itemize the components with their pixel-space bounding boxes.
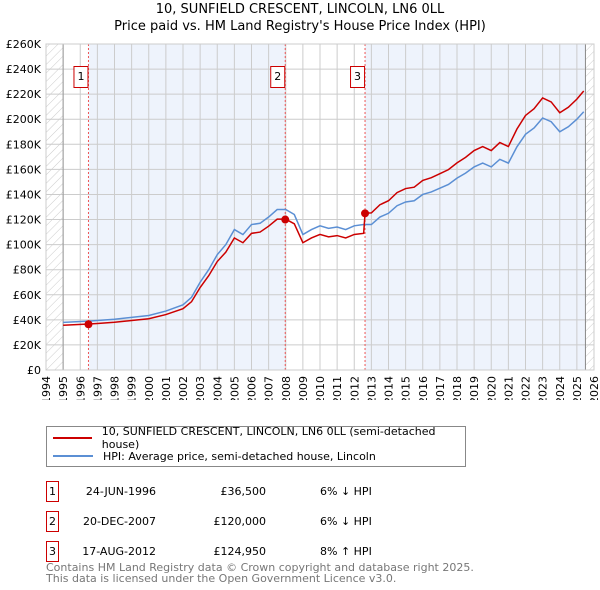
price-chart: 1994 1995 1996 1997 1998 1999 2000 2001 2002 2003…: [6, 38, 600, 400]
sale-label: 2: [274, 70, 281, 83]
sale-point: [281, 215, 290, 224]
x-tick-label: 1994: [40, 376, 53, 400]
sale-point: [84, 320, 93, 329]
x-tick-label: 2017: [434, 376, 447, 400]
x-tick-label: 2015: [400, 376, 413, 400]
y-tick-label: £100K: [6, 239, 42, 252]
x-tick-label: 2006: [246, 376, 259, 400]
x-tick-label: 1997: [91, 376, 104, 400]
no-data-hatch: [585, 44, 594, 370]
footer-licence: This data is licensed under the Open Gov…: [46, 572, 397, 585]
y-tick-label: £80K: [13, 264, 42, 277]
x-tick-label: 2020: [485, 376, 498, 400]
y-tick-label: £160K: [6, 163, 42, 176]
x-tick-label: 2000: [143, 376, 156, 400]
x-tick-label: 1998: [109, 376, 122, 400]
x-tick-label: 2021: [502, 376, 515, 400]
legend-label: 10, SUNFIELD CRESCENT, LINCOLN, LN6 0LL …: [101, 425, 436, 451]
sale-label: 3: [354, 70, 361, 83]
chart-subtitle: Price paid vs. HM Land Registry's House …: [114, 19, 486, 34]
y-tick-label: £0: [27, 364, 41, 377]
sale-label: 1: [77, 70, 84, 83]
sale-label-box: [350, 66, 366, 88]
x-tick-label: 1996: [74, 376, 87, 400]
y-tick-label: £120K: [6, 214, 42, 227]
x-tick-label: 2005: [228, 376, 241, 400]
ownership-period-shade: [365, 44, 586, 370]
legend: 10, SUNFIELD CRESCENT, LINCOLN, LN6 0LL …: [46, 425, 466, 467]
x-tick-label: 2014: [383, 376, 396, 400]
sale-date: 20-DEC-2007: [82, 515, 156, 528]
sale-price: £120,000: [213, 515, 267, 528]
x-tick-label: 2002: [177, 376, 190, 400]
x-tick-label: 2023: [537, 376, 550, 400]
sale-price: £124,950: [213, 545, 267, 558]
sale-date: 17-AUG-2012: [82, 545, 156, 558]
x-tick-label: 2008: [280, 376, 293, 400]
y-tick-label: £60K: [13, 289, 42, 302]
x-tick-label: 2009: [297, 376, 310, 400]
y-tick-label: £20K: [13, 339, 42, 352]
no-data-hatch: [46, 44, 64, 370]
sale-hpi-diff: 6% ↓ HPI: [320, 485, 372, 498]
red-line-swatch: [53, 437, 92, 439]
y-tick-label: £260K: [6, 38, 42, 51]
y-tick-label: £40K: [13, 314, 42, 327]
ownership-period-shade: [88, 44, 286, 370]
x-tick-label: 2007: [263, 376, 276, 400]
sale-point: [361, 209, 370, 218]
x-tick-label: 2013: [365, 376, 378, 400]
x-tick-label: 2010: [314, 376, 327, 400]
blue-line-swatch: [53, 455, 93, 457]
price-paid-line: [63, 90, 585, 326]
x-tick-label: 2019: [468, 376, 481, 400]
x-tick-label: 2018: [451, 376, 464, 400]
x-tick-label: 2003: [194, 376, 207, 400]
x-tick-label: 2012: [348, 376, 361, 400]
sale-price: £36,500: [220, 485, 267, 498]
sale-badge: 1: [46, 481, 59, 502]
sale-label-box: [73, 66, 89, 88]
sale-badge: 3: [46, 541, 59, 562]
y-tick-label: £140K: [6, 188, 42, 201]
x-tick-label: 1995: [57, 376, 70, 400]
sale-hpi-diff: 8% ↑ HPI: [320, 545, 372, 558]
x-tick-label: 2001: [160, 376, 173, 400]
legend-item-property: 10, SUNFIELD CRESCENT, LINCOLN, LN6 0LL …: [53, 425, 465, 451]
y-tick-label: £220K: [6, 88, 42, 101]
y-tick-label: £240K: [6, 63, 42, 76]
footer-copyright: Contains HM Land Registry data © Crown c…: [46, 561, 474, 574]
x-tick-label: 2026: [588, 376, 600, 400]
plot-frame: [45, 43, 595, 371]
legend-label: HPI: Average price, semi-detached house,…: [103, 449, 376, 463]
y-tick-label: £180K: [6, 138, 42, 151]
sale-hpi-diff: 6% ↓ HPI: [320, 515, 372, 528]
x-tick-label: 2016: [417, 376, 430, 400]
x-tick-label: 2004: [211, 376, 224, 400]
hpi-line: [63, 111, 585, 324]
x-tick-label: 2011: [331, 376, 344, 400]
chart-title: 10, SUNFIELD CRESCENT, LINCOLN, LN6 0LL: [155, 2, 445, 17]
legend-item-hpi: HPI: Average price, semi-detached house,…: [53, 447, 376, 465]
sale-date: 24-JUN-1996: [85, 485, 156, 498]
x-tick-label: 1999: [126, 376, 139, 400]
y-tick-label: £200K: [6, 113, 42, 126]
x-tick-label: 2024: [554, 376, 567, 400]
sale-label-box: [270, 66, 286, 88]
x-tick-label: 2025: [571, 376, 584, 400]
x-tick-label: 2022: [520, 376, 533, 400]
sale-badge: 2: [46, 511, 59, 532]
